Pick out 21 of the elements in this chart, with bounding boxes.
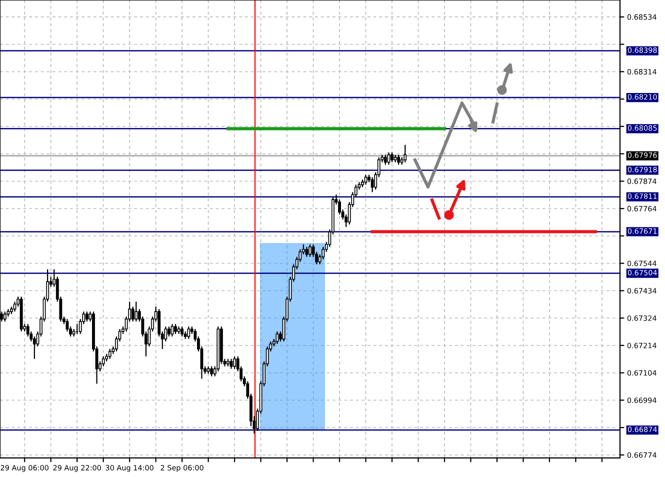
candlestick bbox=[134, 301, 138, 322]
candlestick bbox=[85, 311, 88, 322]
candlestick bbox=[230, 358, 233, 370]
candlestick bbox=[370, 176, 374, 193]
candlestick bbox=[108, 348, 112, 360]
candlestick bbox=[167, 326, 170, 338]
candlestick bbox=[305, 246, 308, 258]
candlestick bbox=[210, 366, 214, 377]
candlestick bbox=[397, 154, 400, 166]
candlestick bbox=[3, 311, 6, 322]
candlestick bbox=[276, 330, 279, 344]
candlestick bbox=[174, 323, 177, 335]
candlestick bbox=[32, 336, 36, 360]
candlestick bbox=[404, 144, 407, 163]
candlestick bbox=[26, 323, 30, 338]
candlestick bbox=[233, 356, 236, 370]
candlestick bbox=[180, 326, 184, 338]
candlestick bbox=[390, 152, 394, 163]
candlestick bbox=[187, 326, 190, 340]
candlestick bbox=[308, 244, 312, 258]
candlestick bbox=[384, 154, 387, 166]
